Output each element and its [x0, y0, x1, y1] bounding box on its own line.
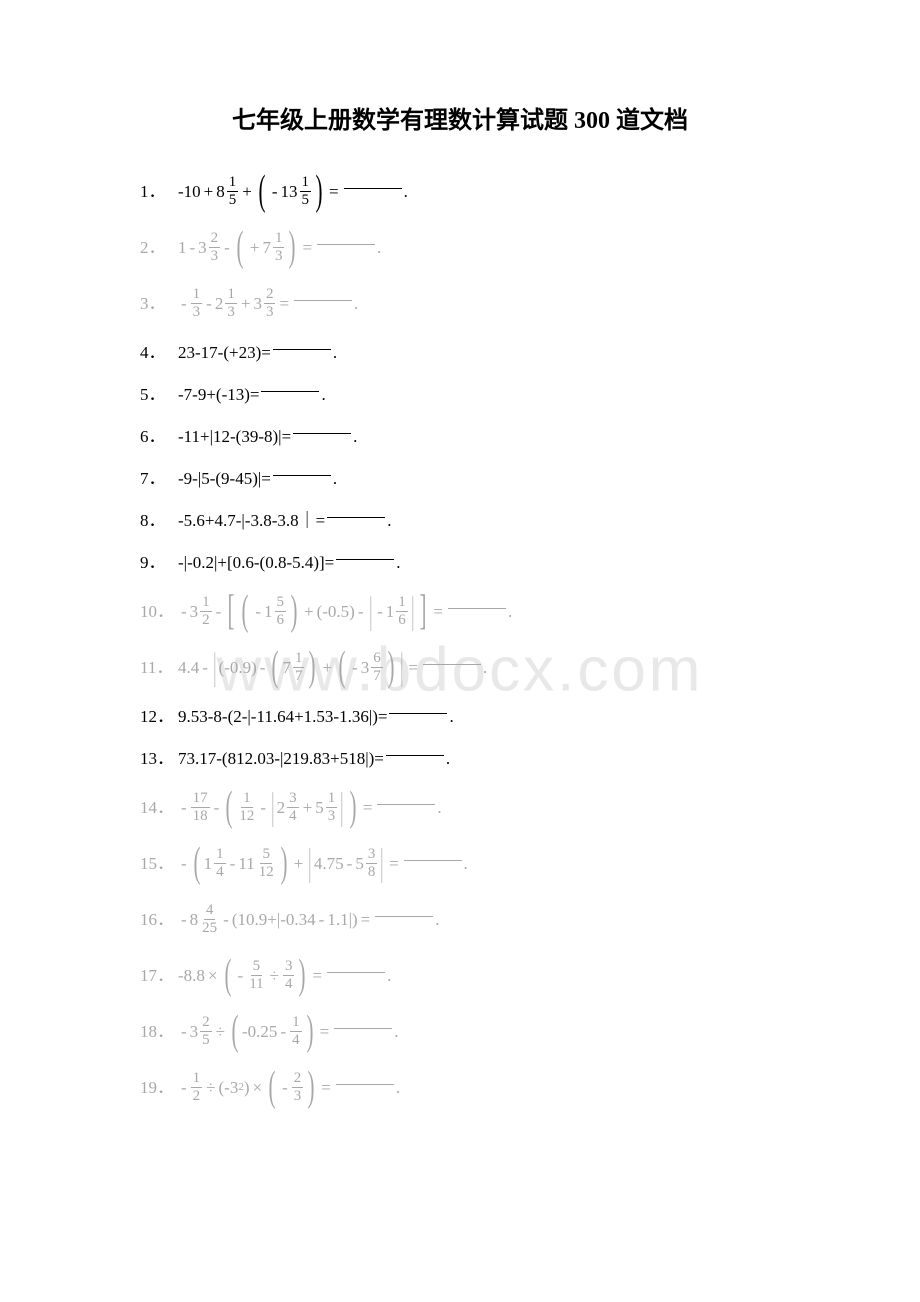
answer-blank — [293, 432, 351, 434]
answer-blank — [294, 299, 352, 301]
problem-expression: -7-9+(-13)=. — [178, 386, 326, 403]
problem-expression: 73.17-(812.03-|219.83+518|)=. — [178, 750, 450, 767]
problem-expression: -8.8×(-511÷34)=. — [178, 959, 391, 992]
problem-row: 14．-1718-(112-|234+513|)=. — [140, 779, 780, 835]
problem-number: 19． — [140, 1079, 178, 1096]
answer-blank — [423, 663, 481, 665]
problem-expression: -325÷(-0.25-14)=. — [178, 1015, 398, 1048]
problem-number: 18． — [140, 1023, 178, 1040]
problem-expression: -(114-11512)+|4.75-538|=. — [178, 847, 468, 880]
problem-row: 19．-12÷(-32)×(-23)=. — [140, 1059, 780, 1115]
problem-expression: -12÷(-32)×(-23)=. — [178, 1071, 400, 1104]
problem-expression: -10+815+(-1315)=. — [178, 175, 408, 208]
answer-blank — [375, 915, 433, 917]
problem-row: 6．-11+|12-(39-8)|=. — [140, 415, 780, 457]
problem-expression: -|-0.2|+[0.6-(0.8-5.4)]=. — [178, 554, 401, 571]
problem-row: 12．9.53-8-(2-|-11.64+1.53-1.36|)=. — [140, 695, 780, 737]
problem-expression: -13-213+323=. — [178, 287, 358, 320]
problem-number: 13． — [140, 750, 178, 767]
problem-row: 8．-5.6+4.7-|-3.8-3.8｜=. — [140, 499, 780, 541]
answer-blank — [273, 474, 331, 476]
answer-blank — [386, 754, 444, 756]
problem-number: 9． — [140, 554, 178, 571]
answer-blank — [389, 712, 447, 714]
problem-number: 7． — [140, 470, 178, 487]
answer-blank — [317, 243, 375, 245]
problem-number: 5． — [140, 386, 178, 403]
problem-row: 9．-|-0.2|+[0.6-(0.8-5.4)]=. — [140, 541, 780, 583]
problem-expression: -11+|12-(39-8)|=. — [178, 428, 357, 445]
page-title: 七年级上册数学有理数计算试题 300 道文档 — [140, 100, 780, 135]
problem-number: 10． — [140, 603, 178, 620]
problem-number: 17． — [140, 967, 178, 984]
problem-number: 4． — [140, 344, 178, 361]
problem-row: 7．-9-|5-(9-45)|=. — [140, 457, 780, 499]
problem-number: 3． — [140, 295, 178, 312]
problem-expression: -1718-(112-|234+513|)=. — [178, 791, 442, 824]
problem-number: 1． — [140, 183, 178, 200]
document-content: 七年级上册数学有理数计算试题 300 道文档 1．-10+815+(-1315)… — [140, 100, 780, 1115]
problems-list: 1．-10+815+(-1315)=.2．1-323-(+713)=.3．-13… — [140, 163, 780, 1115]
problem-expression: -8425-(10.9+|-0.34-1.1|)=. — [178, 903, 440, 936]
problem-row: 15．-(114-11512)+|4.75-538|=. — [140, 835, 780, 891]
problem-number: 6． — [140, 428, 178, 445]
problem-number: 11． — [140, 659, 178, 676]
problem-row: 13．73.17-(812.03-|219.83+518|)=. — [140, 737, 780, 779]
answer-blank — [273, 348, 331, 350]
problem-row: 2．1-323-(+713)=. — [140, 219, 780, 275]
answer-blank — [404, 859, 462, 861]
problem-row: 16．-8425-(10.9+|-0.34-1.1|)=. — [140, 891, 780, 947]
problem-expression: -5.6+4.7-|-3.8-3.8｜=. — [178, 512, 391, 529]
answer-blank — [448, 607, 506, 609]
problem-row: 1．-10+815+(-1315)=. — [140, 163, 780, 219]
answer-blank — [327, 516, 385, 518]
problem-row: 5．-7-9+(-13)=. — [140, 373, 780, 415]
problem-expression: -312-[(-156)+(-0.5)-|-116|]=. — [178, 595, 512, 628]
problem-expression: -9-|5-(9-45)|=. — [178, 470, 337, 487]
problem-row: 4．23-17-(+23)=. — [140, 331, 780, 373]
problem-expression: 23-17-(+23)=. — [178, 344, 337, 361]
problem-number: 16． — [140, 911, 178, 928]
problem-row: 18．-325÷(-0.25-14)=. — [140, 1003, 780, 1059]
answer-blank — [327, 971, 385, 973]
problem-row: 3．-13-213+323=. — [140, 275, 780, 331]
problem-number: 2． — [140, 239, 178, 256]
problem-row: 11．4.4-|(-0.9)-(717)+(-367)|=. — [140, 639, 780, 695]
problem-number: 14． — [140, 799, 178, 816]
problem-number: 8． — [140, 512, 178, 529]
problem-number: 12． — [140, 708, 178, 725]
answer-blank — [334, 1027, 392, 1029]
problem-expression: 4.4-|(-0.9)-(717)+(-367)|=. — [178, 651, 487, 684]
problem-row: 10．-312-[(-156)+(-0.5)-|-116|]=. — [140, 583, 780, 639]
answer-blank — [377, 803, 435, 805]
answer-blank — [336, 1083, 394, 1085]
problem-expression: 9.53-8-(2-|-11.64+1.53-1.36|)=. — [178, 708, 454, 725]
answer-blank — [336, 558, 394, 560]
problem-expression: 1-323-(+713)=. — [178, 231, 381, 264]
problem-row: 17．-8.8×(-511÷34)=. — [140, 947, 780, 1003]
answer-blank — [344, 187, 402, 189]
answer-blank — [261, 390, 319, 392]
problem-number: 15． — [140, 855, 178, 872]
